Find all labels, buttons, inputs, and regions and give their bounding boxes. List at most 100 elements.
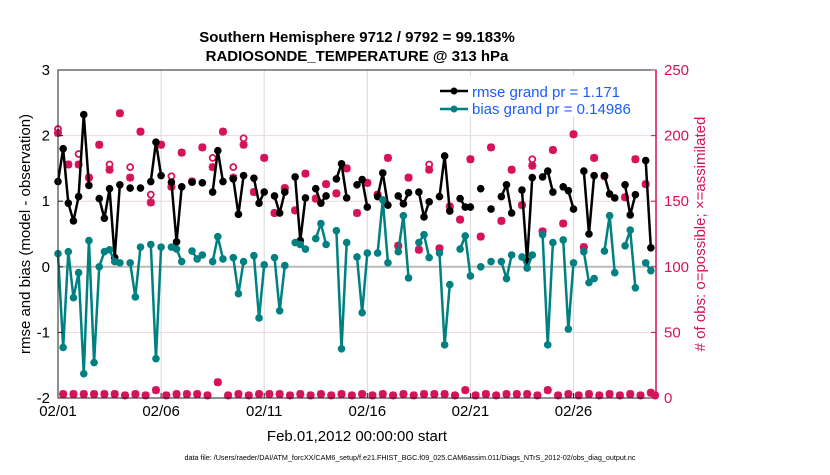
obs-asterisk-core <box>318 391 324 397</box>
obs-asterisk-core <box>246 392 252 398</box>
rmse-point <box>126 184 134 192</box>
x-axis-label: Feb.01,2012 00:00:00 start <box>267 428 448 445</box>
obs-assimilated-point <box>564 390 573 399</box>
bias-point <box>79 369 88 378</box>
obs-assimilated-point <box>332 189 341 198</box>
obs-assimilated-point <box>358 390 367 399</box>
rmse-point <box>497 192 506 201</box>
obs-asterisk-core <box>241 142 247 148</box>
obs-asterisk-core <box>210 164 216 170</box>
obs-asterisk-core <box>70 391 76 397</box>
rmse-line <box>644 160 653 248</box>
obs-assimilated-point <box>574 391 583 400</box>
obs-assimilated-point <box>533 391 542 400</box>
obs-assimilated-point <box>115 109 124 118</box>
obs-asterisk-core <box>565 391 571 397</box>
bias-line <box>458 234 472 277</box>
obs-assimilated-point <box>420 390 429 399</box>
rmse-point <box>621 181 629 189</box>
x-tick-label: 02/16 <box>349 403 387 420</box>
rmse-point <box>487 205 495 213</box>
rmse-point <box>518 186 526 194</box>
bias-line <box>149 244 163 360</box>
obs-assimilated-point <box>146 198 155 207</box>
rmse-line <box>170 182 183 244</box>
rmse-point <box>445 207 454 215</box>
bias-point <box>270 253 279 262</box>
obs-asterisk-core <box>364 180 370 186</box>
rmse-point <box>152 138 160 146</box>
rmse-point <box>255 199 263 207</box>
bias-point <box>234 289 243 298</box>
obs-asterisk-core <box>96 142 102 148</box>
rmse-point <box>358 175 366 184</box>
obs-assimilated-point <box>255 390 264 399</box>
obs-asterisk-core <box>158 142 164 148</box>
legend-rmse-marker <box>450 87 458 95</box>
obs-assimilated-point <box>389 391 398 400</box>
rmse-point <box>69 217 78 225</box>
bias-point <box>255 314 263 322</box>
obs-asterisk-core <box>493 392 499 398</box>
obs-assimilated-point <box>523 390 532 399</box>
obs-asterisk-core <box>297 391 303 397</box>
bias-point <box>152 354 160 363</box>
rmse-point <box>239 171 248 180</box>
obs-asterisk-core <box>596 392 602 398</box>
bias-point <box>281 261 289 270</box>
obs-asterisk-core <box>426 167 432 173</box>
bias-point <box>322 240 330 249</box>
obs-assimilated-point <box>141 391 150 400</box>
rmse-point <box>250 174 258 183</box>
obs-asterisk-core <box>473 392 479 398</box>
rmse-point <box>198 179 207 187</box>
obs-asterisk-core <box>199 144 205 150</box>
obs-assimilated-point <box>548 146 557 155</box>
obs-asterisk-core <box>137 129 143 135</box>
rmse-point <box>260 188 269 196</box>
obs-asterisk-core <box>411 392 417 398</box>
obs-asterisk-core <box>313 196 319 202</box>
rmse-point <box>234 210 243 219</box>
obs-assimilated-point <box>440 390 449 399</box>
rmse-point <box>456 194 464 203</box>
obs-asterisk-core <box>369 392 375 398</box>
bias-point <box>466 272 475 280</box>
bias-point <box>476 263 485 271</box>
obs-assimilated-point <box>90 390 99 399</box>
bias-point <box>559 236 568 244</box>
obs-assimilated-point <box>636 391 645 400</box>
obs-assimilated-point <box>404 173 413 182</box>
obs-asterisk-core <box>385 155 391 161</box>
bias-line <box>541 234 555 347</box>
obs-assimilated-point <box>157 140 166 149</box>
bias-point <box>590 274 598 283</box>
obs-asterisk-core <box>524 391 530 397</box>
obs-asterisk-core <box>478 234 484 240</box>
bias-point <box>394 247 403 256</box>
bias-point <box>569 259 578 267</box>
bias-point <box>445 280 454 289</box>
obs-assimilated-point <box>399 390 408 399</box>
obs-asterisk-core <box>488 144 494 150</box>
obs-assimilated-point <box>559 219 568 228</box>
rmse-point <box>85 181 93 190</box>
rmse-point <box>291 173 299 181</box>
obs-asterisk-core <box>359 391 365 397</box>
rmse-point <box>626 211 635 219</box>
obs-asterisk-core <box>571 131 577 137</box>
bias-point <box>502 274 511 283</box>
obs-assimilated-point <box>353 209 361 218</box>
rmse-point <box>564 186 573 195</box>
obs-asterisk-core <box>431 391 437 397</box>
obs-assimilated-point <box>59 390 68 399</box>
obs-asterisk-core <box>416 247 422 253</box>
rmse-point <box>415 188 423 196</box>
obs-asterisk-core <box>504 391 509 397</box>
bias-point <box>420 230 428 239</box>
bias-point <box>301 245 310 253</box>
obs-assimilated-point <box>368 391 377 400</box>
rmse-point <box>229 175 238 183</box>
rmse-point <box>275 209 284 217</box>
obs-asterisk-core <box>607 391 613 397</box>
